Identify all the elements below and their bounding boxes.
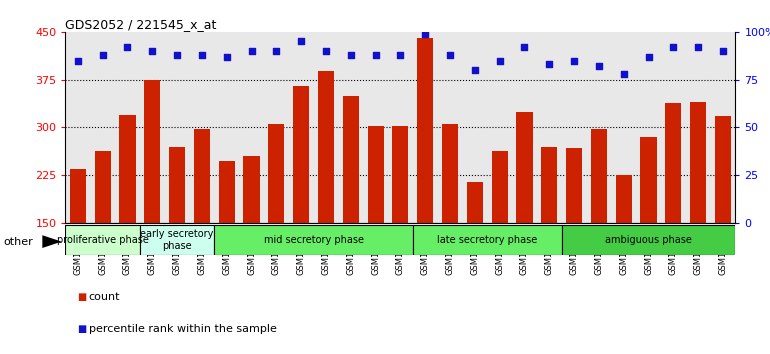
Point — [618, 71, 630, 77]
Point — [220, 54, 233, 59]
Point — [122, 44, 134, 50]
Text: ambiguous phase: ambiguous phase — [605, 235, 692, 245]
Bar — [541, 147, 557, 223]
Text: proliferative phase: proliferative phase — [57, 235, 149, 245]
Bar — [194, 129, 210, 223]
Point — [593, 63, 605, 69]
Point — [146, 48, 159, 54]
Point — [196, 52, 208, 58]
Point — [444, 52, 456, 58]
Bar — [561, 225, 735, 255]
Bar — [566, 148, 582, 223]
Text: late secretory phase: late secretory phase — [437, 235, 537, 245]
Point — [171, 52, 183, 58]
Bar — [616, 175, 631, 223]
Point — [246, 48, 258, 54]
Point — [96, 52, 109, 58]
Bar — [70, 169, 86, 223]
Bar — [343, 96, 359, 223]
Bar — [641, 137, 657, 223]
Bar — [144, 80, 160, 223]
Bar — [690, 102, 706, 223]
Point — [370, 52, 382, 58]
Point — [692, 44, 705, 50]
Text: other: other — [4, 238, 34, 247]
Text: mid secretory phase: mid secretory phase — [263, 235, 363, 245]
Point — [394, 52, 407, 58]
Bar — [715, 116, 731, 223]
Point — [72, 58, 84, 63]
Bar — [318, 72, 334, 223]
Bar — [95, 151, 111, 223]
Text: count: count — [89, 292, 120, 302]
Point — [345, 52, 357, 58]
Bar — [393, 126, 408, 223]
Point — [419, 31, 431, 36]
Bar — [413, 225, 561, 255]
Text: percentile rank within the sample: percentile rank within the sample — [89, 324, 276, 334]
Text: ■: ■ — [77, 292, 86, 302]
Point — [494, 58, 506, 63]
Point — [320, 48, 332, 54]
Point — [543, 62, 555, 67]
Bar — [169, 147, 185, 223]
Bar — [219, 161, 235, 223]
Point — [667, 44, 679, 50]
Text: early secretory
phase: early secretory phase — [140, 229, 214, 251]
Bar — [214, 225, 413, 255]
Point — [568, 58, 581, 63]
Point — [295, 39, 307, 44]
Point — [717, 48, 729, 54]
Bar — [119, 115, 136, 223]
Bar — [517, 112, 533, 223]
Text: GDS2052 / 221545_x_at: GDS2052 / 221545_x_at — [65, 18, 217, 31]
Bar — [243, 156, 259, 223]
Bar — [293, 86, 310, 223]
Bar — [367, 126, 383, 223]
Bar — [442, 124, 458, 223]
Text: ■: ■ — [77, 324, 86, 334]
Point — [469, 67, 481, 73]
Bar — [65, 225, 140, 255]
Bar — [417, 38, 434, 223]
Bar — [467, 182, 483, 223]
Bar — [665, 103, 681, 223]
Bar — [140, 225, 214, 255]
Point — [518, 44, 531, 50]
Point — [642, 54, 654, 59]
Bar — [268, 124, 284, 223]
Point — [270, 48, 283, 54]
Bar — [491, 151, 507, 223]
Bar — [591, 129, 607, 223]
Polygon shape — [42, 235, 62, 248]
